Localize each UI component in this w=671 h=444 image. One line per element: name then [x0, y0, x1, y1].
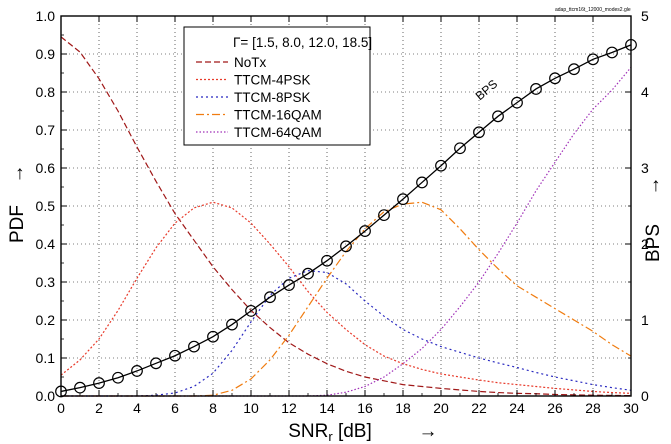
y2-axis-arrow: → [643, 177, 664, 196]
y-tick-label: 1.0 [36, 8, 56, 24]
x-tick-label: 4 [133, 400, 141, 416]
y-tick-label: 0.5 [36, 198, 56, 214]
bps-marker [397, 193, 409, 206]
bps-marker [435, 159, 447, 172]
bps-marker [131, 365, 143, 377]
y-tick-label: 0.2 [36, 312, 56, 328]
x-tick-label: 16 [357, 400, 373, 416]
x-tick-label: 6 [171, 400, 179, 416]
x-axis-title-sub: r [328, 429, 333, 444]
y-tick-label: 0.3 [36, 274, 56, 290]
bps-marker [416, 176, 428, 189]
y2-tick-label: 0 [641, 388, 649, 404]
bps-marker [283, 279, 295, 291]
y-axis-title: PDF [7, 205, 28, 243]
x-tick-label: 0 [57, 400, 65, 416]
y2-tick-label: 3 [641, 160, 649, 176]
bps-marker [378, 209, 390, 222]
bps-marker [245, 304, 257, 317]
bps-marker [530, 83, 542, 95]
x-axis-title: SNRr [dB] [288, 421, 372, 444]
x-tick-label: 12 [281, 400, 297, 416]
bps-marker [112, 371, 124, 384]
y2-tick-label: 1 [641, 312, 649, 328]
series-line-ttcm-4psk [60, 201, 632, 394]
y-axis-arrow: → [7, 165, 28, 184]
axes: 0 2 4 6 8 10 12 14 16 18 20 22 24 26 28 300.00.10.20.30… [7, 8, 664, 444]
y-tick-label: 0.0 [36, 388, 56, 404]
y2-tick-label: 4 [641, 84, 649, 100]
legend-label: TTCM-64QAM [234, 125, 322, 140]
x-tick-label: 2 [95, 400, 103, 416]
bps-marker [207, 330, 219, 343]
series-line-bps [60, 44, 632, 393]
x-tick-label: 8 [209, 400, 217, 416]
x-axis-arrow: → [419, 421, 438, 442]
bps-marker [226, 318, 238, 331]
legend: Γ= [1.5, 8.0, 12.0, 18.5] NoTx TTCM-4PSK TT… [183, 26, 372, 146]
bps-marker [454, 142, 466, 155]
bps-marker [549, 72, 561, 85]
x-tick-label: 10 [243, 400, 259, 416]
x-tick-label: 30 [623, 400, 639, 416]
y-tick-label: 0.9 [36, 46, 56, 62]
y-tick-label: 0.4 [36, 236, 56, 252]
y2-tick-label: 2 [641, 236, 649, 252]
x-tick-label: 22 [471, 400, 487, 416]
y-tick-label: 0.6 [36, 160, 56, 176]
x-tick-label: 14 [319, 400, 335, 416]
x-axis-title-unit: [dB] [333, 421, 372, 442]
file-tag: adap_ttcm16t_12000_modes2.gle [555, 7, 631, 13]
bps-marker [321, 254, 333, 267]
bps-marker [359, 225, 371, 237]
bps-marker [264, 291, 276, 304]
y-tick-label: 0.8 [36, 84, 56, 100]
x-axis-title-main: SNR [288, 421, 328, 442]
legend-box [183, 26, 371, 146]
x-tick-label: 18 [395, 400, 411, 416]
bps-marker [74, 381, 86, 394]
legend-label: TTCM-8PSK [234, 90, 311, 105]
legend-label: TTCM-4PSK [234, 73, 311, 88]
bps-marker [606, 46, 618, 59]
y-tick-label: 0.1 [36, 350, 56, 366]
legend-title: Γ= [1.5, 8.0, 12.0, 18.5] [233, 35, 372, 50]
bps-marker [188, 340, 200, 353]
bps-marker [93, 377, 105, 389]
bps-marker [511, 96, 523, 109]
bps-marker [568, 63, 580, 76]
bps-marker [473, 126, 485, 139]
bps-marker [169, 349, 181, 362]
bps-marker [587, 53, 599, 66]
y-tick-label: 0.7 [36, 122, 56, 138]
y2-axis-title: BPS [643, 224, 664, 262]
legend-label: TTCM-16QAM [234, 108, 322, 123]
x-tick-label: 28 [585, 400, 601, 416]
y2-tick-label: 5 [641, 8, 649, 24]
legend-label: NoTx [234, 55, 267, 70]
bps-marker [492, 110, 504, 123]
x-tick-label: 26 [547, 400, 563, 416]
bps-marker [150, 357, 162, 370]
x-tick-label: 20 [433, 400, 449, 416]
bps-marker [340, 240, 352, 253]
bps-marker [302, 267, 314, 280]
x-tick-label: 24 [509, 400, 525, 416]
